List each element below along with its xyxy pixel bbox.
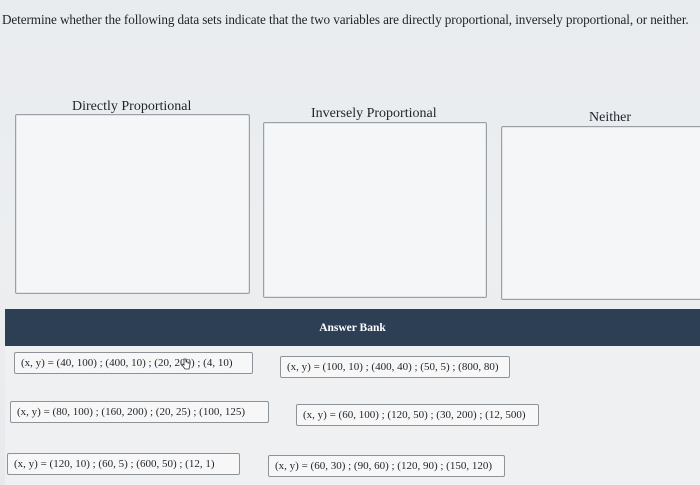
- answer-bank-header: Answer Bank: [5, 309, 700, 346]
- answer-chip-4[interactable]: (x, y) = (60, 100) ; (120, 50) ; (30, 20…: [296, 404, 539, 426]
- answer-chip-text: (x, y) = (60, 30) ; (90, 60) ; (120, 90)…: [275, 460, 493, 472]
- answer-chip-6[interactable]: (x, y) = (60, 30) ; (90, 60) ; (120, 90)…: [268, 455, 505, 477]
- answer-bank-title: Answer Bank: [319, 321, 386, 334]
- answer-chip-text: (x, y) = (40, 100) ; (400, 10) ; (20, 20…: [21, 357, 233, 369]
- category-label-directly-proportional: Directly Proportional: [72, 99, 192, 114]
- answer-chip-text: (x, y) = (80, 100) ; (160, 200) ; (20, 2…: [17, 406, 246, 418]
- answer-chip-5[interactable]: (x, y) = (120, 10) ; (60, 5) ; (600, 50)…: [7, 453, 240, 475]
- drop-zone-inversely-proportional[interactable]: [263, 122, 487, 298]
- answer-chip-2[interactable]: (x, y) = (100, 10) ; (400, 40) ; (50, 5)…: [280, 356, 510, 378]
- drop-zone-neither[interactable]: [501, 126, 700, 300]
- drop-zone-directly-proportional[interactable]: [15, 114, 250, 294]
- question-prompt: Determine whether the following data set…: [2, 12, 689, 27]
- answer-chip-text: (x, y) = (120, 10) ; (60, 5) ; (600, 50)…: [14, 458, 215, 470]
- answer-chip-3[interactable]: (x, y) = (80, 100) ; (160, 200) ; (20, 2…: [10, 401, 269, 423]
- category-label-inversely-proportional: Inversely Proportional: [311, 106, 437, 121]
- hand-cursor-icon: [181, 358, 191, 370]
- category-label-neither: Neither: [589, 110, 631, 125]
- answer-chip-text: (x, y) = (100, 10) ; (400, 40) ; (50, 5)…: [287, 361, 499, 373]
- answer-chip-1[interactable]: (x, y) = (40, 100) ; (400, 10) ; (20, 20…: [14, 352, 253, 374]
- answer-chip-text: (x, y) = (60, 100) ; (120, 50) ; (30, 20…: [303, 409, 526, 421]
